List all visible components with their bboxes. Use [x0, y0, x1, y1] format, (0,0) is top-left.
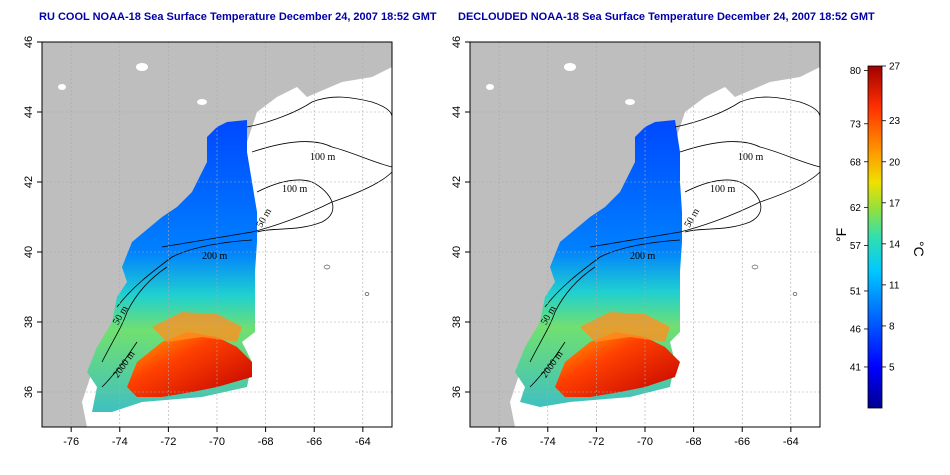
colorbar: 80 73 68 62 57 51 46 41 27 23 20 17 14 11 8 5 °F °C: [833, 62, 927, 409]
f-tick-label: 62: [850, 203, 862, 214]
f-tick-label: 46: [850, 324, 862, 335]
right-x-tick-label: -72: [588, 436, 604, 448]
left-x-tick-label: -74: [112, 436, 128, 448]
left-x-tick-label: -66: [306, 436, 322, 448]
f-tick-label: 51: [850, 286, 862, 297]
left-y-tick-label: 42: [23, 176, 35, 188]
right-x-tick-label: -66: [734, 436, 750, 448]
f-tick-label: 73: [850, 119, 862, 130]
left-isobaths: [101, 96, 393, 388]
right-y-tick-label: 46: [451, 36, 463, 48]
right-x-axis: -76 -74 -72 -70 -68 -66 -64: [491, 427, 799, 448]
left-map-panel: 100 m 100 m 50 m 200 m 50 m 2000 m -76 -7…: [23, 36, 393, 448]
c-tick-label: 8: [889, 321, 895, 332]
f-tick-label: 41: [850, 362, 862, 373]
c-tick-label: 11: [889, 280, 900, 291]
f-tick-label: 80: [850, 66, 862, 77]
c-tick-label: 20: [889, 157, 901, 168]
right-y-tick-label: 40: [451, 246, 463, 258]
right-y-tick-label: 42: [451, 176, 463, 188]
left-grid: [42, 41, 392, 427]
left-x-axis: -76 -74 -72 -70 -68 -66 -64: [63, 427, 371, 448]
left-x-tick-label: -68: [258, 436, 274, 448]
right-x-tick-label: -68: [686, 436, 702, 448]
left-y-tick-label: 46: [23, 36, 35, 48]
right-contour-label-100m-b: 100 m: [710, 184, 736, 195]
f-tick-label: 68: [850, 157, 862, 168]
right-contour-label-100m-a: 100 m: [738, 152, 764, 163]
left-contour-label-200m: 200 m: [202, 251, 228, 262]
right-grid: [470, 41, 820, 427]
left-x-tick-label: -72: [160, 436, 176, 448]
celsius-unit-label: °C: [911, 241, 927, 257]
left-x-tick-label: -64: [355, 436, 371, 448]
c-tick-label: 17: [889, 198, 901, 209]
left-y-tick-label: 38: [23, 316, 35, 328]
left-gulf-stream: [127, 332, 252, 397]
left-warm-eddy: [152, 312, 242, 342]
right-x-tick-label: -76: [491, 436, 507, 448]
right-gulf-stream: [555, 332, 680, 397]
colorbar-gradient: [867, 65, 883, 409]
left-contour-label-100m-b: 100 m: [282, 184, 308, 195]
right-y-tick-label: 36: [451, 386, 463, 398]
right-isobaths: [529, 96, 821, 388]
fahrenheit-unit-label: °F: [833, 228, 849, 242]
left-y-tick-label: 40: [23, 246, 35, 258]
right-y-tick-label: 44: [451, 106, 463, 118]
right-map-panel: 100 m 100 m 50 m 200 m 50 m 2000 m -76 -7…: [451, 36, 821, 448]
right-warm-eddy: [580, 312, 670, 342]
colorbar-fahrenheit-ticks: 80 73 68 62 57 51 46 41: [850, 66, 868, 373]
left-y-tick-label: 44: [23, 106, 35, 118]
right-y-axis: 36 38 40 42 44 46: [451, 36, 470, 398]
left-x-tick-label: -76: [63, 436, 79, 448]
left-y-tick-label: 36: [23, 386, 35, 398]
c-tick-label: 5: [889, 362, 895, 373]
right-x-tick-label: -70: [637, 436, 653, 448]
right-panel-title: DECLOUDED NOAA-18 Sea Surface Temperatur…: [458, 11, 875, 23]
c-tick-label: 23: [889, 116, 901, 127]
left-contour-label-100m-a: 100 m: [310, 152, 336, 163]
colorbar-celsius-ticks: 27 23 20 17 14 11 8 5: [882, 62, 901, 373]
c-tick-label: 14: [889, 239, 901, 250]
right-x-tick-label: -64: [783, 436, 799, 448]
right-x-tick-label: -74: [540, 436, 556, 448]
right-y-tick-label: 38: [451, 316, 463, 328]
left-x-tick-label: -70: [209, 436, 225, 448]
right-contour-label-200m: 200 m: [630, 251, 656, 262]
f-tick-label: 57: [850, 241, 862, 252]
left-panel-title: RU COOL NOAA-18 Sea Surface Temperature …: [39, 11, 437, 23]
c-tick-label: 27: [889, 62, 901, 73]
left-y-axis: 36 38 40 42 44 46: [23, 36, 42, 398]
